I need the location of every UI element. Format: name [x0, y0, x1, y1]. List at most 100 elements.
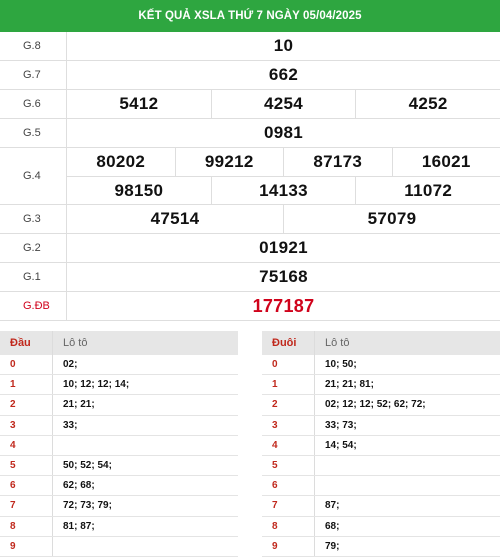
loto-row: 1 21; 21; 81;	[262, 375, 500, 396]
prize-row: G.5 0981	[0, 119, 500, 148]
loto-digit: 2	[10, 399, 16, 411]
dau-column-header: Đầu	[10, 337, 31, 349]
prize-label: G.1	[0, 263, 67, 291]
prize-number: 01921	[259, 238, 308, 257]
prize-label: G.4	[0, 148, 67, 204]
prize-numbers: 0981	[67, 119, 500, 147]
loto-values: 33;	[52, 415, 238, 435]
prize-label: G.7	[0, 61, 67, 89]
prize-number-line: 80202 99212 87173 16021	[67, 148, 500, 176]
loto-values: 68;	[314, 516, 500, 536]
prize-numbers: 01921	[67, 234, 500, 262]
loto-digit: 9	[10, 540, 16, 552]
duoi-table-header: Đuôi Lô tô	[262, 331, 500, 355]
prize-label: G.2	[0, 234, 67, 262]
duoi-loto-table: Đuôi Lô tô 0 10; 50; 1 21; 21; 81; 2 02; 12; …	[262, 331, 500, 557]
prize-number-line: 01921	[67, 234, 500, 262]
prize-number-line: 75168	[67, 263, 500, 291]
prize-number: 0981	[263, 123, 304, 142]
loto-digit: 0	[10, 359, 16, 371]
prize-row: G.1 75168	[0, 263, 500, 292]
prize-label: G.3	[0, 205, 67, 233]
prize-row: G.3 47514 57079	[0, 205, 500, 234]
prize-number-line: 98150 14133 11072	[67, 176, 500, 204]
dau-table-header: Đầu Lô tô	[0, 331, 238, 355]
loto-row: 0 10; 50;	[262, 355, 500, 376]
loto-values	[314, 476, 500, 496]
loto-row: 4	[0, 435, 238, 456]
loto-digit: 4	[10, 439, 16, 451]
special-prize-number: 177187	[252, 295, 315, 316]
prize-number: 47514	[150, 209, 200, 228]
duoi-table-body: 0 10; 50; 1 21; 21; 81; 2 02; 12; 12; 52; 62;…	[262, 355, 500, 557]
loto-values: 33; 73;	[314, 415, 500, 435]
dau-loto-table: Đầu Lô tô 0 02; 1 10; 12; 12; 14; 2 21; 21; 3 3…	[0, 331, 238, 557]
loto-digit: 5	[10, 460, 16, 472]
loto-row: 1 10; 12; 12; 14;	[0, 375, 238, 396]
prize-number-line: 10	[67, 32, 500, 60]
loto-digit: 8	[272, 520, 278, 532]
prize-number: 14133	[210, 177, 356, 204]
prize-numbers: 80202 99212 87173 16021 98150 14133 11072	[67, 148, 500, 204]
prize-label: G.6	[0, 90, 67, 118]
loto-values	[52, 435, 238, 455]
prize-label: G.5	[0, 119, 67, 147]
loto-row: 9 79;	[262, 536, 500, 557]
loto-values: 72; 73; 79;	[52, 496, 238, 516]
prize-number: 4254	[210, 90, 356, 118]
prize-row: G.6 5412 4254 4252	[0, 90, 500, 119]
prize-number-line: 5412 4254 4252	[67, 90, 500, 118]
loto-row: 2 02; 12; 12; 52; 62; 72;	[262, 395, 500, 416]
loto-values	[314, 455, 500, 476]
loto-row: 7 72; 73; 79;	[0, 496, 238, 517]
loto-values: 10; 50;	[314, 355, 500, 375]
loto-digit: 4	[272, 439, 278, 451]
loto-column-header: Lô tô	[314, 331, 500, 355]
prize-numbers: 75168	[67, 263, 500, 291]
loto-values: 14; 54;	[314, 435, 500, 455]
prize-number: 57079	[283, 205, 500, 233]
prize-numbers: 177187	[67, 292, 500, 320]
prize-number: 11072	[355, 177, 500, 204]
loto-digit: 5	[272, 460, 278, 472]
prize-number: 16021	[391, 148, 500, 176]
prize-numbers: 47514 57079	[67, 205, 500, 233]
loto-digit: 0	[272, 359, 278, 371]
loto-row: 3 33;	[0, 415, 238, 436]
loto-values: 10; 12; 12; 14;	[52, 375, 238, 395]
duoi-column-header: Đuôi	[272, 337, 297, 349]
loto-digit: 1	[10, 379, 16, 391]
loto-row: 2 21; 21;	[0, 395, 238, 416]
loto-values: 50; 52; 54;	[52, 455, 238, 476]
prize-numbers: 10	[67, 32, 500, 60]
prize-row: G.ĐB 177187	[0, 292, 500, 321]
loto-row: 3 33; 73;	[262, 415, 500, 436]
prize-number: 99212	[174, 148, 284, 176]
loto-column-header: Lô tô	[52, 331, 238, 355]
prize-numbers: 662	[67, 61, 500, 89]
loto-row: 9	[0, 536, 238, 557]
loto-values: 87;	[314, 496, 500, 516]
loto-values: 79;	[314, 536, 500, 556]
prize-number: 4252	[355, 90, 500, 118]
loto-digit: 6	[10, 480, 16, 492]
loto-values: 21; 21;	[52, 395, 238, 415]
prize-number: 80202	[96, 152, 146, 171]
loto-row: 5	[262, 455, 500, 477]
loto-values: 02; 12; 12; 52; 62; 72;	[314, 395, 500, 415]
prize-row: G.4 80202 99212 87173 16021 98150 14133 11072	[0, 148, 500, 205]
prize-number: 662	[268, 65, 299, 84]
loto-digit: 2	[272, 399, 278, 411]
loto-digit: 3	[272, 419, 278, 431]
prize-number: 10	[273, 36, 294, 55]
loto-row: 0 02;	[0, 355, 238, 376]
dau-table-body: 0 02; 1 10; 12; 12; 14; 2 21; 21; 3 33; 4 5 50; 52…	[0, 355, 238, 557]
prize-number: 98150	[114, 180, 164, 200]
loto-row: 8 68;	[262, 516, 500, 537]
prize-label: G.ĐB	[0, 292, 67, 320]
loto-row: 5 50; 52; 54;	[0, 455, 238, 477]
results-title: KẾT QUẢ XSLA THỨ 7 NGÀY 05/04/2025	[138, 10, 362, 22]
prize-table: G.8 10 G.7 662 G.6 5412 4254 4252 G.5 0981 G.4 8020…	[0, 32, 500, 321]
prize-number-line: 662	[67, 61, 500, 89]
prize-label: G.8	[0, 32, 67, 60]
